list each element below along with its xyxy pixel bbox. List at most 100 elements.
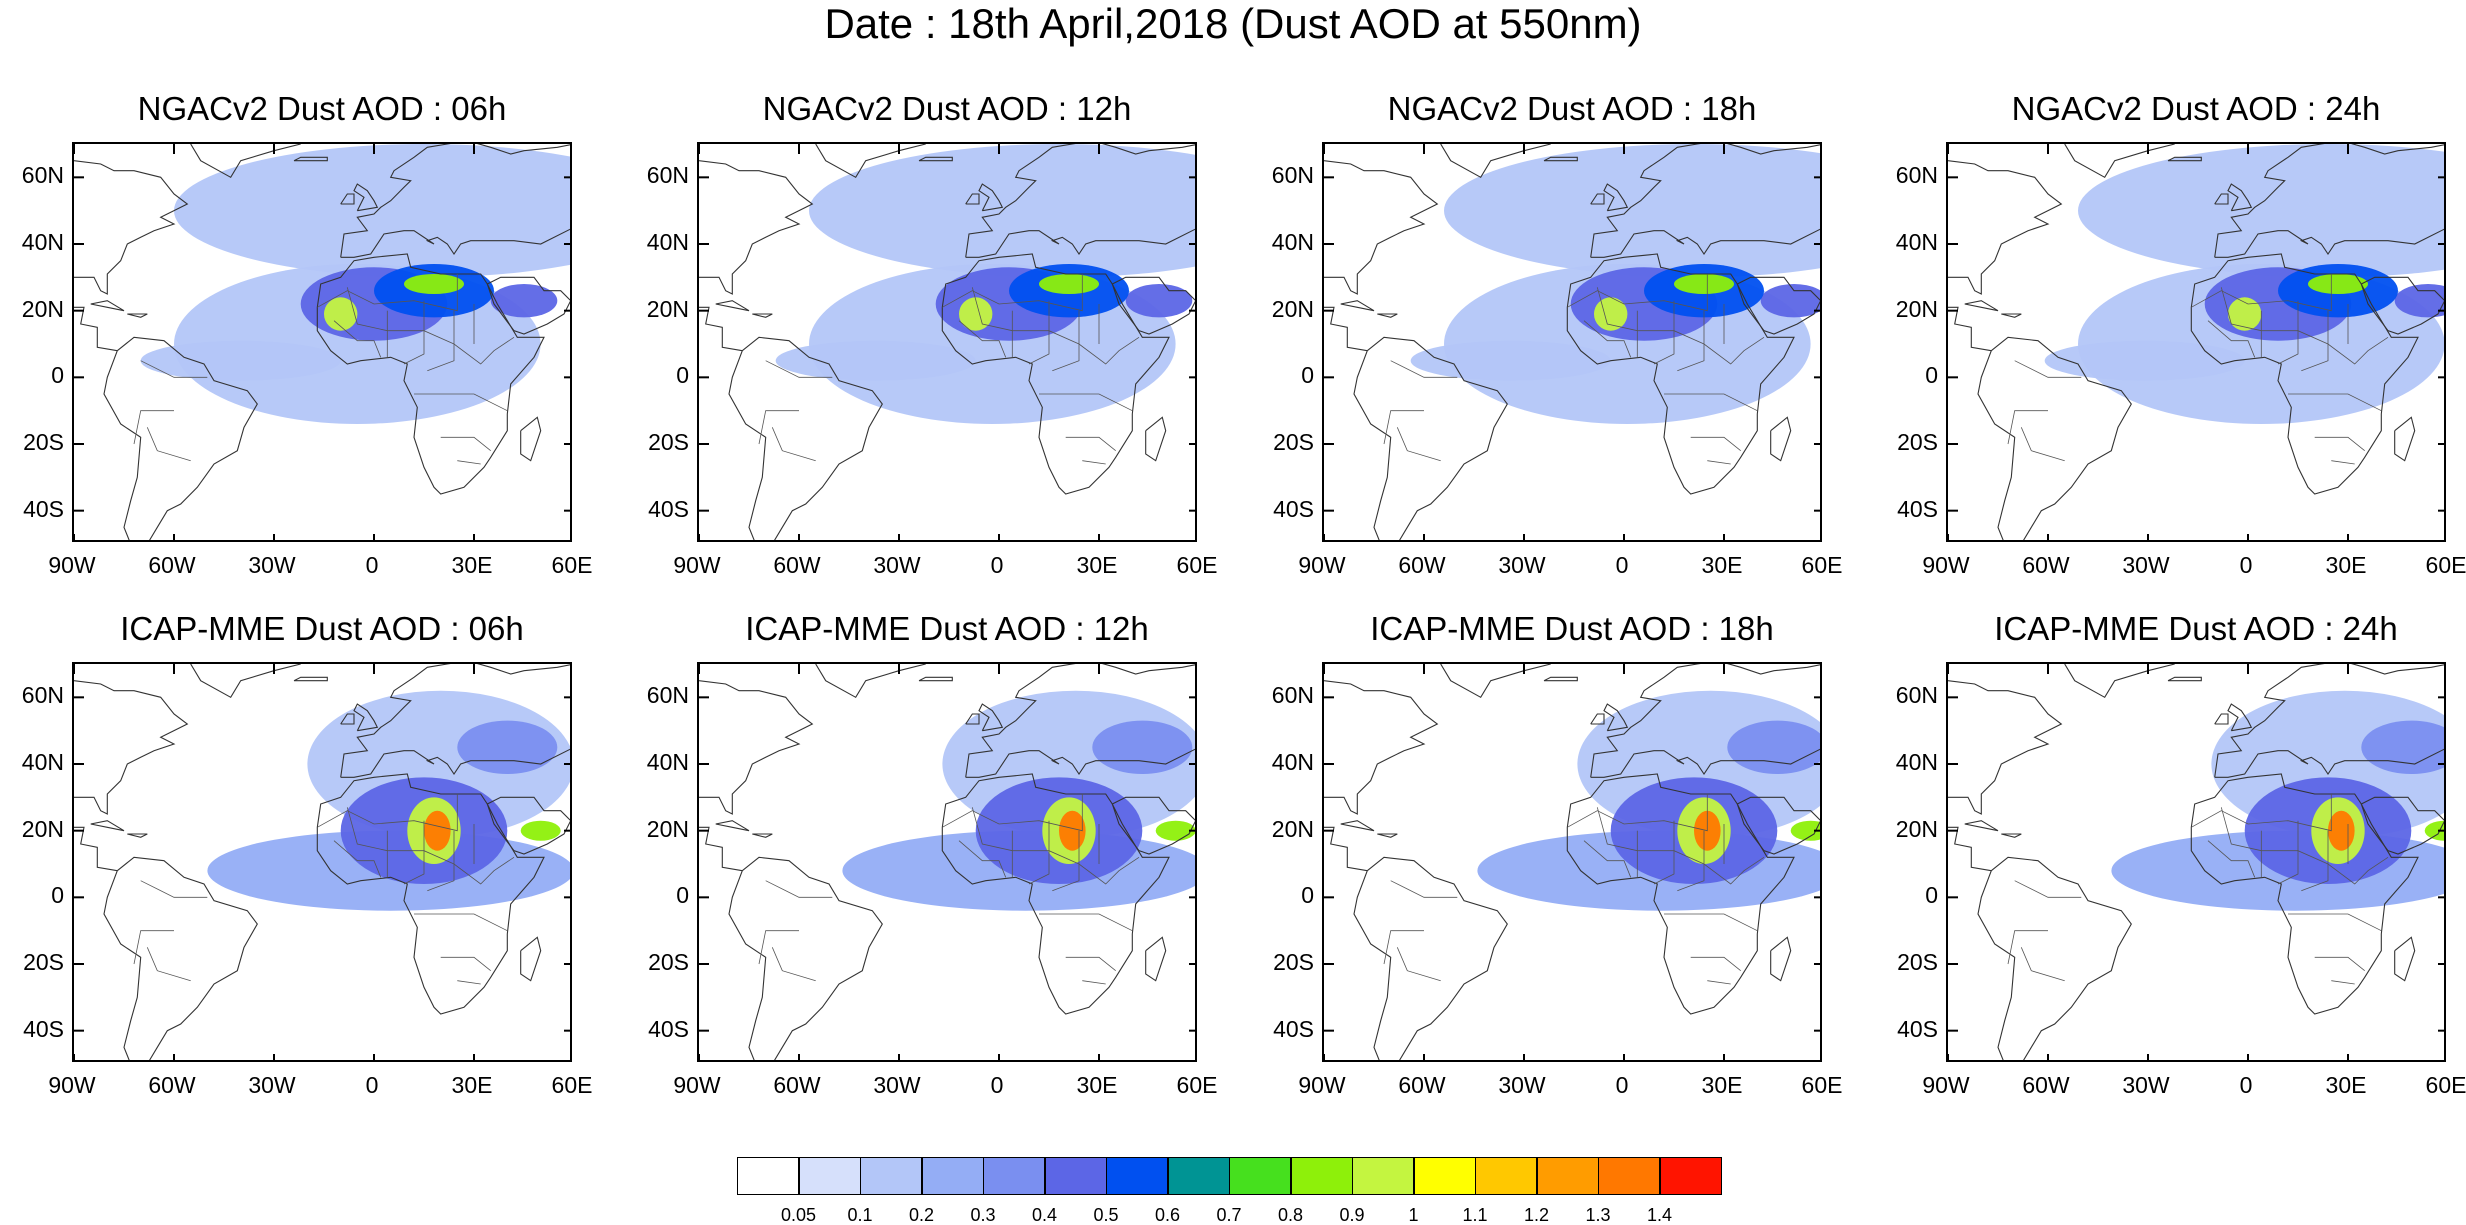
lon-label: 0 — [1615, 552, 1629, 578]
coastline — [1543, 156, 1578, 162]
country-border — [1664, 913, 1758, 932]
country-border — [2191, 794, 2332, 832]
lat-label: 60N — [21, 162, 64, 189]
lon-label: 60W — [1398, 1072, 1446, 1098]
country-border — [403, 300, 425, 365]
country-border — [958, 320, 1007, 358]
coastline — [190, 664, 301, 699]
lat-label: 40S — [23, 1015, 64, 1042]
coastline — [2167, 156, 2202, 162]
dust-plume — [520, 820, 561, 841]
lon-label: 90W — [48, 1072, 96, 1098]
dust-plume — [490, 284, 558, 318]
panel-title: ICAP-MME Dust AOD : 24h — [1994, 610, 2398, 647]
panel-title: ICAP-MME Dust AOD : 06h — [120, 610, 524, 647]
colorbar-tick-label: 1.3 — [1585, 1205, 1611, 1225]
country-border — [1390, 880, 1458, 898]
lon-label: 30E — [1076, 552, 1118, 578]
coastline — [699, 306, 743, 352]
country-border — [1065, 436, 1116, 452]
colorbar-tick-label: 0.3 — [970, 1205, 996, 1225]
dust-plume — [959, 297, 993, 331]
lat-label: 40N — [1271, 749, 1314, 775]
lat-label: 40N — [1895, 749, 1938, 775]
dust-plume — [1674, 274, 1734, 294]
coastline — [965, 144, 1195, 258]
lat-label: 60N — [646, 682, 689, 709]
dust-plume — [174, 144, 570, 278]
lon-label: 30W — [1498, 1072, 1546, 1098]
country-border — [1028, 820, 1050, 885]
country-border — [758, 930, 799, 965]
colorbar-swatch — [983, 1157, 1045, 1195]
country-border — [2301, 830, 2329, 892]
country-border — [346, 287, 515, 365]
coastline — [1964, 300, 1999, 312]
dust-aod-map — [697, 662, 1197, 1062]
lon-label: 30E — [1701, 1072, 1743, 1098]
dust-plume — [424, 810, 451, 851]
country-border — [440, 956, 491, 972]
country-border — [1052, 830, 1080, 892]
coastline — [1353, 336, 1508, 540]
country-border — [1583, 840, 1632, 878]
dust-plume — [2228, 297, 2262, 331]
colorbar-tick-label: 0.2 — [908, 1205, 935, 1225]
country-border — [1690, 956, 1741, 972]
lon-label: 60E — [1801, 1072, 1843, 1098]
country-border — [333, 320, 382, 358]
coastline — [699, 680, 814, 815]
coastline — [1340, 820, 1375, 832]
country-border — [1039, 393, 1133, 412]
lon-label: 30E — [2325, 1072, 2367, 1098]
lat-label: 20S — [23, 429, 64, 455]
lon-label: 30E — [1076, 1072, 1118, 1098]
lon-label: 60E — [1176, 552, 1218, 578]
lon-label: 90W — [673, 1072, 721, 1098]
lat-label: 20S — [1273, 949, 1314, 975]
colorbar-tick-label: 0.5 — [1093, 1205, 1119, 1225]
country-border — [2014, 880, 2082, 898]
map-canvas — [74, 664, 570, 1060]
colorbar-tick-label: 0.7 — [1216, 1205, 1242, 1225]
colorbar-tick-label: 1.2 — [1523, 1205, 1550, 1225]
lon-label: 60W — [773, 552, 821, 578]
country-border — [1677, 310, 1705, 372]
map-canvas — [1324, 664, 1820, 1060]
coastline — [978, 183, 1004, 212]
colorbar-swatch — [1475, 1157, 1537, 1195]
dust-plume — [1039, 274, 1099, 294]
coastline — [1111, 796, 1195, 855]
lat-label: 60N — [1895, 682, 1938, 709]
lon-label: 30W — [1498, 552, 1546, 578]
lon-label: 60E — [2425, 1072, 2466, 1098]
coastline — [2001, 313, 2022, 318]
colorbar-tick-label: 1.1 — [1462, 1205, 1488, 1225]
lon-label: 60E — [2425, 552, 2466, 578]
figure-title: Date : 18th April,2018 (Dust AOD at 550n… — [824, 0, 1642, 47]
coastline — [2214, 193, 2229, 205]
lat-label: 0 — [1925, 362, 1938, 389]
lat-label: 20S — [1273, 429, 1314, 455]
country-border — [133, 930, 174, 965]
coastline — [2394, 416, 2416, 462]
coastline — [1977, 856, 2132, 1060]
lon-label: 60E — [1176, 1072, 1218, 1098]
coastline — [941, 253, 1170, 495]
lat-label: 0 — [1301, 362, 1314, 389]
coastline — [1590, 144, 1820, 258]
coastline — [752, 313, 773, 318]
country-border — [1082, 980, 1106, 985]
lon-label: 90W — [48, 552, 96, 578]
dust-plume — [2394, 284, 2444, 318]
country-border — [333, 840, 382, 878]
lat-label: 40S — [1897, 1015, 1938, 1042]
lat-label: 20S — [1897, 949, 1938, 975]
coastline — [1353, 856, 1508, 1060]
coastline — [340, 713, 355, 725]
country-border — [942, 274, 1083, 312]
dust-plume — [1790, 820, 1820, 841]
coastline — [486, 276, 570, 335]
country-border — [2277, 300, 2299, 365]
country-border — [1082, 460, 1106, 465]
